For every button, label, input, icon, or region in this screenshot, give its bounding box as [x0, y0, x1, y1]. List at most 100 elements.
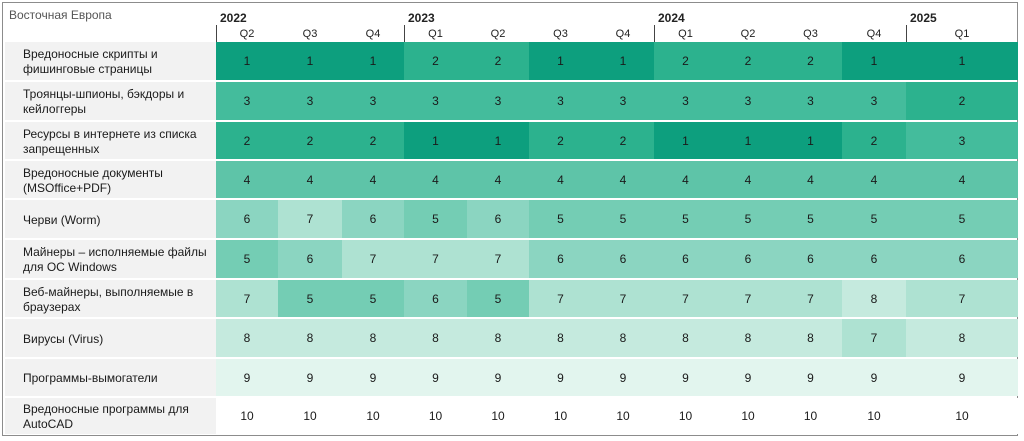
- quarter-header: Q1: [428, 28, 443, 40]
- rank-cell: 8: [216, 319, 278, 357]
- rank-cell: 9: [842, 359, 906, 396]
- rank-cell: 2: [404, 42, 467, 80]
- rank-cell: 6: [216, 200, 278, 238]
- rank-cell: 5: [779, 200, 842, 238]
- rank-cell: 7: [278, 200, 342, 238]
- rank-cell: 6: [717, 240, 779, 278]
- rank-cell: 10: [779, 398, 842, 434]
- rank-cell: 1: [906, 42, 1018, 80]
- rank-cell: 10: [216, 398, 278, 434]
- row-label: Ресурсы в интернете из списка запрещенны…: [23, 126, 197, 156]
- row-label-background: [5, 319, 216, 357]
- rank-cell: 5: [342, 280, 404, 317]
- rank-cell: 3: [216, 82, 278, 120]
- rank-cell: 5: [717, 200, 779, 238]
- rank-cell: 7: [906, 280, 1018, 317]
- rank-cell: 4: [717, 161, 779, 198]
- year-separator: [216, 25, 217, 43]
- rank-cell: 5: [404, 200, 467, 238]
- rank-cell: 3: [717, 82, 779, 120]
- rank-cell: 9: [717, 359, 779, 396]
- rank-cell: 9: [529, 359, 592, 396]
- year-label: 2025: [910, 11, 937, 25]
- rank-cell: 6: [342, 200, 404, 238]
- rank-cell: 3: [278, 82, 342, 120]
- rank-cell: 9: [467, 359, 529, 396]
- rank-cell: 3: [842, 82, 906, 120]
- rank-cell: 8: [278, 319, 342, 357]
- rank-cell: 1: [404, 122, 467, 159]
- rank-cell: 1: [342, 42, 404, 80]
- rank-cell: 10: [717, 398, 779, 434]
- rank-cell: 9: [278, 359, 342, 396]
- rank-cell: 8: [592, 319, 654, 357]
- rank-cell: 5: [654, 200, 717, 238]
- rank-cell: 7: [529, 280, 592, 317]
- rank-cell: 1: [278, 42, 342, 80]
- rank-cell: 7: [404, 240, 467, 278]
- quarter-header: Q2: [740, 28, 756, 40]
- rank-cell: 7: [467, 240, 529, 278]
- row-label-background: [5, 280, 216, 317]
- rank-cell: 5: [592, 200, 654, 238]
- rank-cell: 7: [216, 280, 278, 317]
- rank-cell: 6: [842, 240, 906, 278]
- rank-cell: 7: [842, 319, 906, 357]
- quarter-header: Q3: [803, 28, 818, 40]
- row-label: Вирусы (Virus): [23, 331, 104, 346]
- rank-cell: 6: [592, 240, 654, 278]
- row-label-background: [5, 240, 216, 278]
- rank-cell: 7: [592, 280, 654, 317]
- rank-cell: 8: [342, 319, 404, 357]
- rank-cell: 4: [654, 161, 717, 198]
- quarter-header: Q3: [302, 28, 318, 40]
- quarter-header: Q3: [553, 28, 568, 40]
- rank-cell: 1: [717, 122, 779, 159]
- rank-cell: 10: [842, 398, 906, 434]
- rank-cell: 8: [404, 319, 467, 357]
- rank-cell: 9: [592, 359, 654, 396]
- rank-cell: 8: [654, 319, 717, 357]
- row-label-background: [5, 122, 216, 159]
- rank-cell: 1: [529, 42, 592, 80]
- rank-cell: 2: [717, 42, 779, 80]
- rank-cell: 8: [467, 319, 529, 357]
- rank-cell: 4: [842, 161, 906, 198]
- rank-cell: 10: [529, 398, 592, 434]
- row-label-background: [5, 200, 216, 238]
- rank-cell: 3: [592, 82, 654, 120]
- row-label: Вредоносные программы для AutoCAD: [23, 402, 189, 431]
- rank-cell: 5: [278, 280, 342, 317]
- rank-cell: 2: [278, 122, 342, 159]
- year-separator: [654, 25, 655, 43]
- rank-cell: 7: [779, 280, 842, 317]
- rank-cell: 5: [467, 280, 529, 317]
- rank-cell: 4: [278, 161, 342, 198]
- rank-cell: 9: [342, 359, 404, 396]
- quarter-header: Q4: [365, 28, 381, 40]
- year-separator: [906, 25, 907, 43]
- quarter-header: Q2: [239, 28, 255, 40]
- rank-cell: 10: [404, 398, 467, 434]
- year-separator: [404, 25, 405, 43]
- rank-cell: 1: [779, 122, 842, 159]
- rank-cell: 4: [906, 161, 1018, 198]
- rank-cell: 8: [779, 319, 842, 357]
- quarter-header: Q1: [678, 28, 693, 40]
- row-label: Веб-майнеры, выполняемые в браузерах: [23, 284, 194, 314]
- rank-cell: 4: [592, 161, 654, 198]
- region-title: Восточная Европа: [9, 8, 112, 22]
- rank-cell: 10: [654, 398, 717, 434]
- rank-cell: 6: [906, 240, 1018, 278]
- rank-cell: 3: [467, 82, 529, 120]
- rank-cell: 3: [906, 122, 1018, 159]
- rank-cell: 4: [216, 161, 278, 198]
- rank-cell: 4: [342, 161, 404, 198]
- row-label: Троянцы-шпионы, бэкдоры и кейлоггеры: [23, 87, 185, 116]
- rank-cell: 2: [654, 42, 717, 80]
- row-label: Черви (Worm): [23, 212, 101, 227]
- year-label: 2024: [658, 11, 685, 25]
- quarter-header: Q4: [866, 28, 882, 40]
- rank-cell: 2: [529, 122, 592, 159]
- quarter-header: Q2: [490, 28, 506, 40]
